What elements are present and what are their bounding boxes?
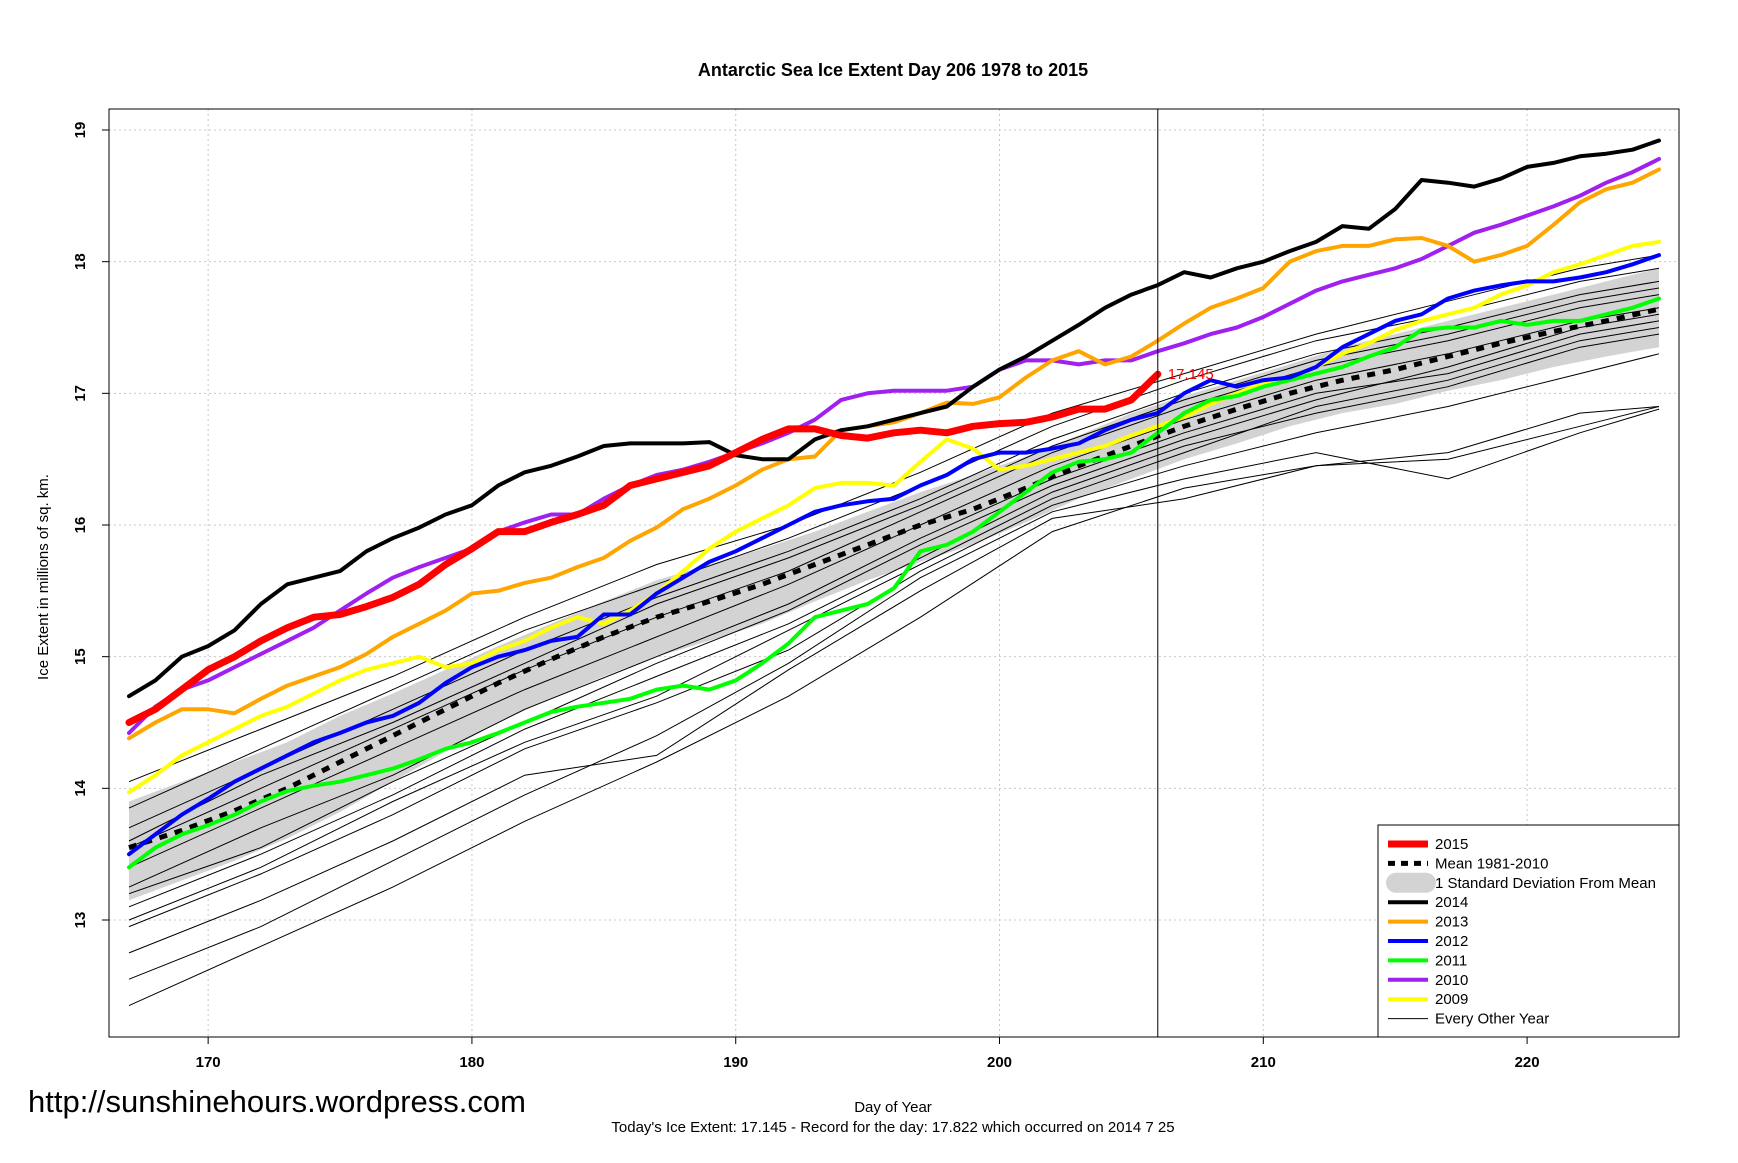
legend-box bbox=[1377, 824, 1680, 1038]
series-line-2011 bbox=[127, 296, 1661, 870]
x-tick-label: 220 bbox=[1515, 1054, 1540, 1071]
other-year-line bbox=[128, 287, 1660, 842]
chart-title: Antarctic Sea Ice Extent Day 206 1978 to… bbox=[698, 60, 1088, 80]
legend-label: 2013 bbox=[1435, 914, 1468, 931]
x-tick-label: 170 bbox=[196, 1054, 221, 1071]
y-tick-label: 14 bbox=[72, 779, 89, 796]
other-year-line bbox=[128, 307, 1660, 868]
footer-subtitle: Today's Ice Extent: 17.145 - Record for … bbox=[611, 1119, 1174, 1136]
other-year-line bbox=[128, 406, 1660, 954]
other-year-line bbox=[128, 320, 1660, 888]
other-year-line bbox=[128, 313, 1660, 895]
series-line-2010 bbox=[127, 157, 1661, 735]
legend-label: 2011 bbox=[1435, 952, 1467, 969]
legend-label: Every Other Year bbox=[1435, 1011, 1549, 1028]
series-lines bbox=[125, 138, 1661, 870]
x-axis-label: Day of Year bbox=[854, 1099, 932, 1116]
y-tick-label: 18 bbox=[72, 253, 89, 270]
other-year-line bbox=[128, 353, 1660, 928]
legend-label: Mean 1981-2010 bbox=[1435, 855, 1548, 872]
axes: 170 180 190 200 210 220 13 14 15 16 17 18 19 bbox=[72, 108, 1680, 1071]
series-line-2012 bbox=[127, 253, 1661, 857]
series-line-2013 bbox=[127, 167, 1661, 741]
y-tick-label: 17 bbox=[72, 385, 89, 402]
y-axis-label: Ice Extent in millions of sq. km. bbox=[35, 474, 52, 680]
x-tick-label: 200 bbox=[987, 1054, 1012, 1071]
source-url: http://sunshinehours.wordpress.com bbox=[28, 1084, 526, 1119]
y-tick-label: 13 bbox=[72, 912, 89, 929]
current-value-label: 17.145 bbox=[1168, 366, 1214, 383]
plot-frame bbox=[108, 108, 1680, 1038]
legend: 2015 Mean 1981-2010 1 Standard Deviation F… bbox=[1377, 824, 1680, 1038]
other-year-line bbox=[128, 408, 1660, 980]
legend-label: 2009 bbox=[1435, 991, 1468, 1008]
current-day-line: 17.145 bbox=[1157, 109, 1214, 1037]
other-year-line bbox=[128, 327, 1660, 921]
y-tick-label: 15 bbox=[72, 648, 89, 665]
legend-swatch-band bbox=[1386, 872, 1436, 893]
legend-label: 2010 bbox=[1435, 972, 1468, 989]
legend-label: 2012 bbox=[1435, 933, 1468, 950]
x-tick-label: 180 bbox=[459, 1054, 484, 1071]
legend-label: 2014 bbox=[1435, 894, 1468, 911]
legend-label: 1 Standard Deviation From Mean bbox=[1435, 875, 1656, 892]
series-line-2014 bbox=[127, 138, 1661, 699]
std-band bbox=[129, 268, 1659, 901]
mean-line bbox=[128, 306, 1660, 850]
mean-line-path bbox=[128, 306, 1660, 850]
legend-label: 2015 bbox=[1435, 836, 1468, 853]
series-line-2009 bbox=[127, 239, 1661, 795]
x-tick-label: 190 bbox=[723, 1054, 748, 1071]
std-band-area bbox=[129, 268, 1659, 901]
other-year-line bbox=[128, 333, 1660, 908]
other-year-line bbox=[128, 406, 1660, 1007]
y-tick-label: 19 bbox=[72, 122, 89, 139]
series-line-2015 bbox=[125, 370, 1162, 726]
x-tick-label: 210 bbox=[1251, 1054, 1276, 1071]
other-year-line bbox=[128, 254, 1660, 783]
other-year-line bbox=[128, 294, 1660, 849]
y-tick-label: 16 bbox=[72, 517, 89, 534]
